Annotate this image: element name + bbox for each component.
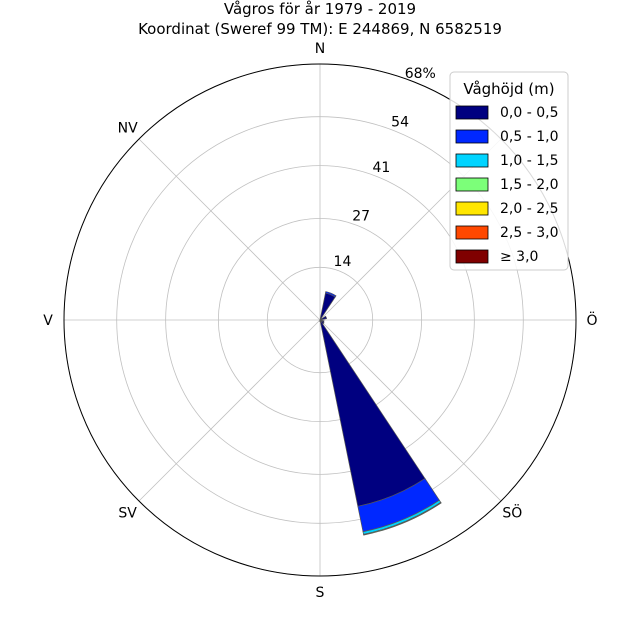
radial-tick-label: 14 — [334, 254, 352, 270]
radial-tick-label: 27 — [352, 209, 370, 225]
direction-label: V — [43, 313, 53, 329]
radial-tick-label: 54 — [391, 115, 409, 131]
direction-label: S — [316, 585, 325, 601]
grid-spoke — [138, 138, 321, 321]
axis-labels: N NV V SV S SÖ Ö 14 27 41 54 68% — [43, 41, 597, 601]
direction-label: Ö — [586, 311, 597, 329]
legend-title: Våghöjd (m) — [463, 80, 554, 98]
legend-entry-label: 1,5 - 2,0 — [500, 177, 558, 193]
bar-segment-S — [319, 319, 321, 322]
radial-tick-label: 68% — [405, 66, 436, 82]
legend-swatch — [455, 249, 489, 264]
grid-spoke — [319, 319, 502, 502]
chart-title: Vågros för år 1979 - 2019 — [224, 0, 416, 18]
direction-label: N — [315, 41, 325, 57]
legend-entry-label: 2,0 - 2,5 — [500, 201, 558, 217]
legend-entry-label: 0,0 - 0,5 — [500, 105, 558, 121]
legend-entry-label: 0,5 - 1,0 — [500, 129, 558, 145]
bar-segment-SSÖ — [363, 501, 442, 536]
legend-entry-label: 1,0 - 1,5 — [500, 153, 558, 169]
outer-circle — [63, 63, 577, 577]
legend-entry-label: ≥ 3,0 — [500, 249, 538, 265]
legend-swatch — [455, 225, 489, 240]
direction-label: SÖ — [502, 503, 522, 521]
direction-label: SV — [118, 505, 137, 521]
grid-spoke — [138, 319, 321, 502]
radial-tick-label: 41 — [372, 160, 390, 176]
direction-label: NV — [118, 121, 138, 137]
legend-swatch — [455, 201, 489, 216]
chart-subtitle: Koordinat (Sweref 99 TM): E 244869, N 65… — [138, 20, 502, 38]
wind-rose-bars — [63, 63, 577, 577]
legend-swatch — [455, 153, 489, 168]
bar-segment-SSÖ — [319, 319, 426, 507]
legend-entry-label: 2,5 - 3,0 — [500, 225, 558, 241]
legend: Våghöjd (m) 0,0 - 0,5 0,5 - 1,0 1,0 - 1,5 1,… — [449, 71, 569, 271]
legend-swatch — [455, 129, 489, 144]
bar-segment-ÖNÖ — [319, 315, 328, 321]
legend-swatch — [455, 177, 489, 192]
bar-segment-NNÖ — [325, 291, 337, 298]
legend-swatch — [455, 105, 489, 120]
legend-box — [449, 71, 569, 271]
